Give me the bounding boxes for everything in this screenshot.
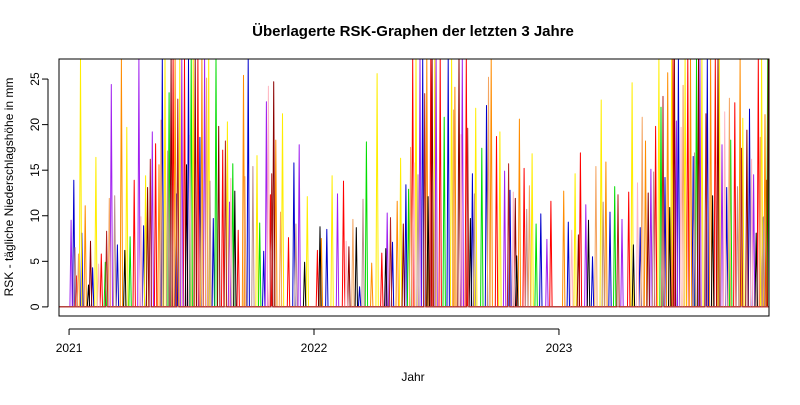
y-tick-label: 0 xyxy=(28,303,42,310)
series-line-11 xyxy=(59,150,769,308)
y-axis-label: RSK - tägliche Niederschlagshöhe in mm xyxy=(2,78,16,297)
plot-lines xyxy=(59,59,769,308)
y-tick-label: 20 xyxy=(28,118,42,132)
y-tick-label: 25 xyxy=(28,72,42,86)
y-tick-label: 15 xyxy=(28,163,42,177)
x-tick-label: 2021 xyxy=(56,341,83,355)
series-line-12 xyxy=(59,93,769,308)
x-tick-label: 2022 xyxy=(301,341,328,355)
x-tick-label: 2023 xyxy=(546,341,573,355)
chart-title: Überlagerte RSK-Graphen der letzten 3 Ja… xyxy=(252,23,574,40)
y-tick-label: 5 xyxy=(28,258,42,265)
plot-frame xyxy=(58,58,770,317)
axes: 2021 2022 2023 0 5 10 15 20 25 xyxy=(28,72,572,355)
y-tick-label: 10 xyxy=(28,209,42,223)
x-axis-label: Jahr xyxy=(401,370,424,384)
